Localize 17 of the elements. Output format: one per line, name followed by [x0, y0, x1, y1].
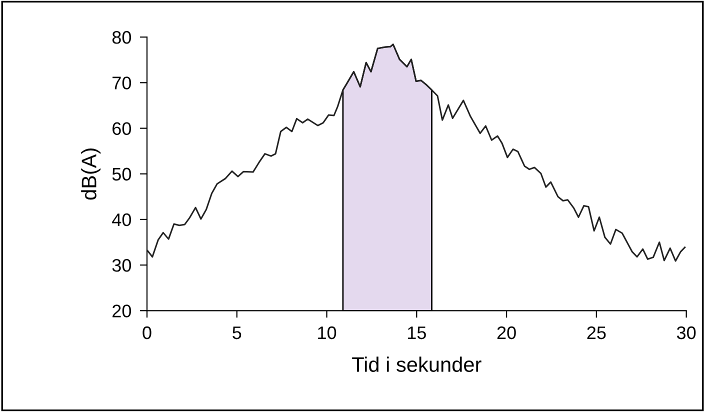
y-tick-label: 80	[112, 31, 132, 44]
line-series	[146, 44, 686, 262]
x-tick-label: 25	[587, 326, 606, 340]
y-axis-title: dB(A)	[81, 148, 101, 200]
x-axis-title: Tid i sekunder	[352, 356, 482, 372]
x-tick-label: 15	[408, 326, 426, 340]
x-tick-label: 0	[142, 326, 152, 340]
y-tick-label: 50	[112, 168, 132, 181]
y-tick-label: 40	[112, 213, 132, 226]
y-tick-label: 30	[112, 258, 132, 272]
x-tick-label: 5	[232, 326, 242, 340]
y-tick-label: 70	[112, 76, 132, 90]
y-tick-label: 60	[112, 122, 132, 135]
x-tick-label: 30	[676, 326, 696, 340]
x-tick-label: 10	[318, 326, 336, 340]
y-tick-label: 20	[112, 304, 132, 318]
x-tick-label: 20	[497, 326, 516, 340]
